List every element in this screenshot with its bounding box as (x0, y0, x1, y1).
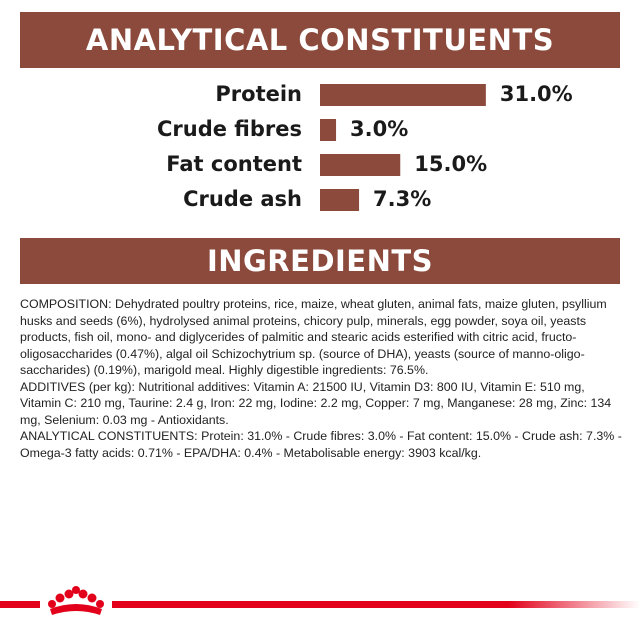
value-label: 15.0% (414, 152, 487, 176)
category-label: Crude ash (183, 187, 302, 211)
category-label: Crude fibres (157, 117, 302, 141)
value-label: 31.0% (500, 82, 573, 106)
ingredients-title: INGREDIENTS (20, 238, 620, 284)
value-label: 3.0% (350, 117, 408, 141)
ingredients-paragraph: ANALYTICAL CONSTITUENTS: Protein: 31.0% … (20, 429, 622, 460)
chart-title: ANALYTICAL CONSTITUENTS (20, 12, 620, 68)
bar (320, 84, 486, 106)
bar (320, 119, 337, 141)
value-label: 7.3% (373, 187, 431, 211)
chart: Protein 31.0% Crude fibres 3.0% Fat content 1… (157, 82, 573, 211)
bar (320, 189, 360, 211)
ingredients-paragraph: COMPOSITION: Dehydrated poultry proteins… (20, 297, 607, 377)
bar (320, 154, 401, 176)
footer-logo (0, 586, 640, 615)
category-label: Protein (215, 82, 302, 106)
ingredients-text: COMPOSITION: Dehydrated poultry proteins… (20, 296, 622, 461)
ingredients-paragraph: ADDITIVES (per kg): Nutritional additive… (20, 379, 612, 427)
category-label: Fat content (166, 152, 302, 176)
